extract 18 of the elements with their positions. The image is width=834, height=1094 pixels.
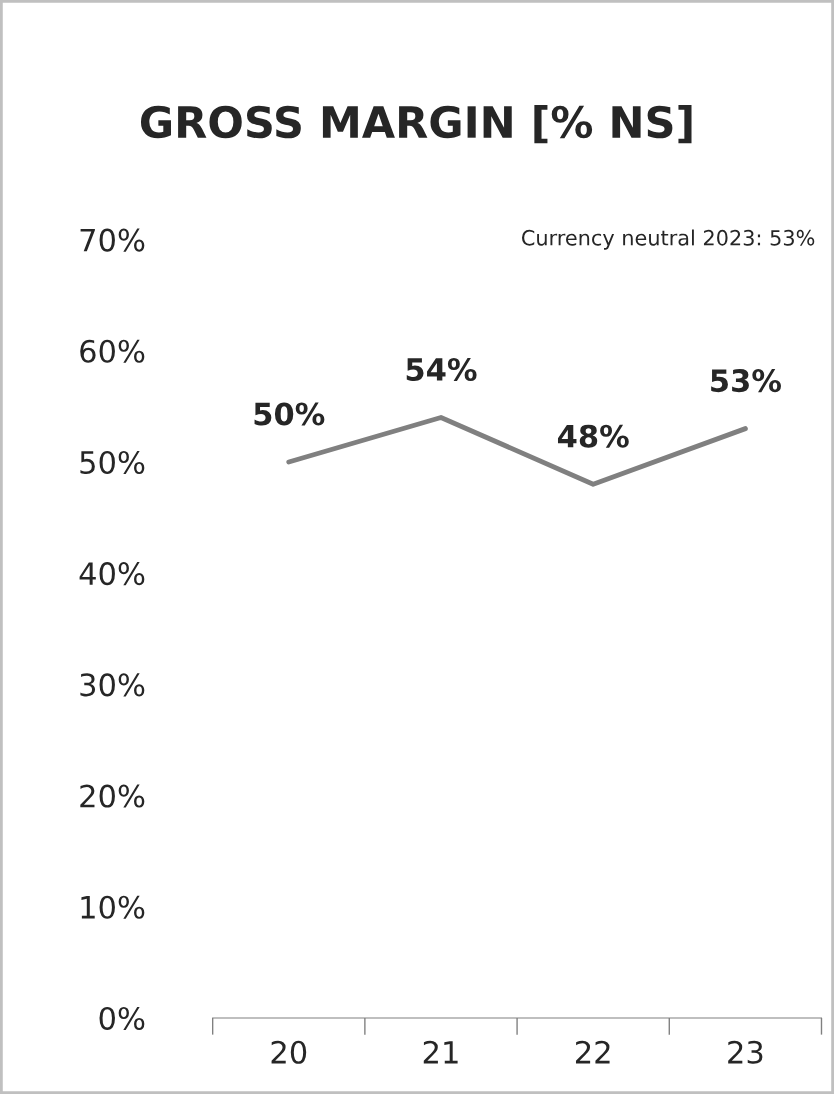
- x-tick-label: 21: [423, 1040, 458, 1064]
- y-tick-label: 60%: [80, 339, 145, 363]
- annotation: Currency neutral 2023: 53%: [522, 229, 815, 250]
- y-tick-label: 30%: [80, 673, 145, 697]
- data-label: 48%: [557, 424, 629, 448]
- x-tick-label: 23: [728, 1040, 763, 1064]
- y-tick-label: 40%: [79, 562, 145, 586]
- x-tick-label: 22: [575, 1040, 610, 1064]
- x-tick-label: 20: [271, 1040, 307, 1064]
- data-label: 50%: [254, 402, 325, 426]
- chart-title: GROSS MARGIN [% NS]: [140, 104, 692, 144]
- data-label: 54%: [406, 357, 477, 382]
- y-tick-label: 20%: [80, 784, 145, 808]
- data-label: 53%: [711, 369, 781, 393]
- y-tick-label: 10%: [81, 895, 145, 919]
- y-tick-label: 50%: [80, 450, 145, 475]
- y-tick-label: 70%: [80, 228, 145, 252]
- y-tick-label: 0%: [99, 1006, 145, 1031]
